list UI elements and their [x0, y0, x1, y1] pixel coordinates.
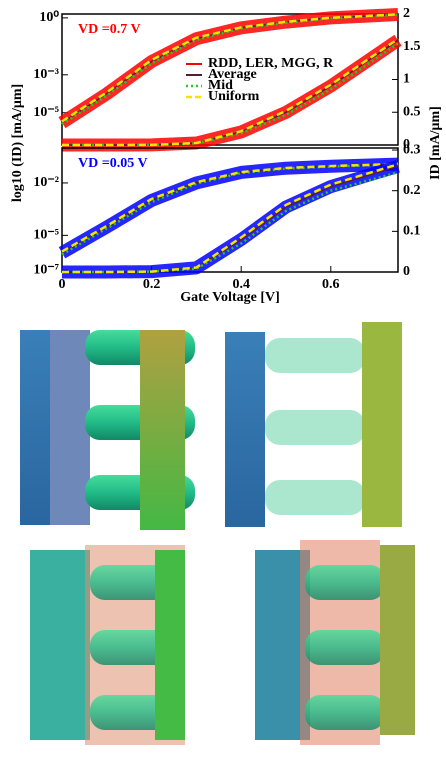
y2-tick-label: 0.3 [403, 142, 421, 157]
y-tick-label: 10⁻³ [33, 67, 59, 82]
x-tick-label: 0.2 [143, 277, 161, 292]
y2-tick-label: 1.5 [403, 39, 421, 54]
nanowire [305, 630, 385, 665]
annotation: VD =0.05 V [78, 156, 148, 171]
nanowire [265, 338, 365, 373]
y-tick-label: 10⁻⁵ [33, 105, 59, 120]
y-tick-label: 10⁰ [39, 10, 59, 25]
y2-axis-label: ID [mA/μm] [428, 106, 443, 180]
renders [20, 322, 415, 745]
drain-slab [140, 330, 185, 530]
page: 10⁰ 10⁻³ 10⁻⁵ 0 0.5 1 1.5 2 VD =0.7 V log10 (ID) … [0, 0, 446, 760]
y2-tick-label: 0.5 [403, 104, 421, 119]
y-tick-label: 10⁻² [33, 175, 59, 190]
x-axis-label: Gate Voltage [V] [180, 290, 280, 305]
source-slab [30, 550, 90, 740]
nanowire [265, 410, 365, 445]
y2-tick-label: 2 [403, 6, 410, 21]
drain-slab [362, 322, 402, 527]
nanowire [305, 565, 385, 600]
source-slab [50, 330, 90, 525]
drain-slab [380, 545, 415, 735]
x-tick-label: 0 [59, 277, 66, 292]
y2-tick-label: 0 [403, 264, 410, 279]
nanowire [265, 480, 365, 515]
y2-tick-label: 1 [403, 72, 410, 87]
y-tick-label: 10⁻⁷ [33, 263, 59, 278]
legend-label: Uniform [208, 89, 260, 104]
source-slab [225, 332, 265, 527]
y2-tick-label: 0.1 [403, 224, 421, 239]
y-tick-label: 10⁻⁵ [33, 228, 59, 243]
y-axis-label: log10 (ID) [mA/μm] [10, 84, 25, 202]
source-slab [20, 330, 50, 525]
figure: 10⁰ 10⁻³ 10⁻⁵ 0 0.5 1 1.5 2 VD =0.7 V log10 (ID) … [0, 0, 446, 760]
annotation: VD =0.7 V [78, 22, 141, 37]
nanowire [305, 695, 385, 730]
drain-slab [155, 550, 185, 740]
x-tick-label: 0.6 [322, 277, 340, 292]
y2-tick-label: 0.2 [403, 183, 421, 198]
